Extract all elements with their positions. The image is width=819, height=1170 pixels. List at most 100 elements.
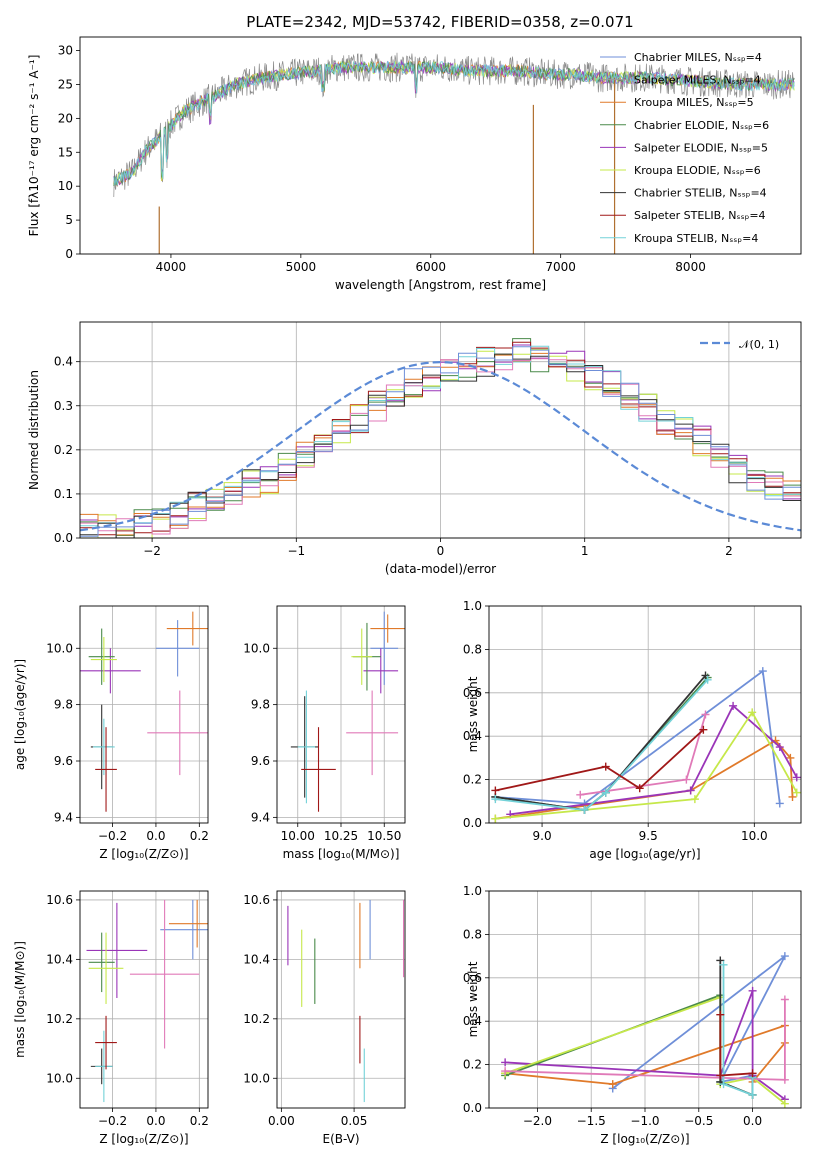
agemw-frame (488, 605, 802, 824)
y-tick-label: 0.8 (463, 927, 482, 941)
y-tick-label: 0 (65, 247, 73, 261)
series-point (775, 743, 784, 752)
series-point (682, 775, 691, 784)
y-tick-label: 10 (58, 179, 73, 193)
series-point (780, 1099, 789, 1108)
ebv-grid (277, 891, 405, 1108)
series-point (780, 995, 789, 1004)
series-point (699, 725, 708, 734)
y-tick-label: 15 (58, 145, 73, 159)
x-axis-label: (data-model)/error (385, 562, 496, 576)
histogram-step (80, 346, 801, 537)
spectrum-series-line (113, 60, 795, 187)
y-tick-label: 0.1 (54, 487, 73, 501)
y-axis-label: Normed distribution (27, 370, 41, 490)
agemw-series (491, 667, 801, 823)
x-tick-label: 9.0 (533, 829, 552, 843)
series-point (748, 1069, 757, 1078)
zmass-points (86, 899, 208, 1103)
series-point (748, 986, 757, 995)
x-tick-label: −2.0 (523, 1114, 552, 1128)
y-tick-label: 0.2 (463, 1058, 482, 1072)
y-tick-label: 0.6 (463, 971, 482, 985)
series-point (686, 786, 695, 795)
series-point (748, 1090, 757, 1099)
x-tick-label: −0.5 (684, 1114, 713, 1128)
y-tick-label: 9.6 (251, 754, 270, 768)
zage-grid (80, 606, 208, 823)
series-point (758, 667, 767, 676)
series-point (701, 710, 710, 719)
massage-grid (277, 606, 405, 823)
y-tick-label: 9.6 (54, 754, 73, 768)
x-axis-label: age [log₁₀(age/yr)] (589, 847, 700, 861)
y-tick-label: 0.6 (463, 686, 482, 700)
x-tick-label: −0.2 (98, 829, 127, 843)
spectrum-lines (113, 52, 795, 254)
y-tick-label: 0.4 (463, 1014, 482, 1028)
y-tick-label: 1.0 (463, 884, 482, 898)
chart-title: PLATE=2342, MJD=53742, FIBERID=0358, z=0… (246, 13, 633, 31)
series-point (748, 708, 757, 717)
y-tick-label: 10.0 (243, 641, 270, 655)
x-tick-label: −1.5 (577, 1114, 606, 1128)
series-line (495, 729, 705, 792)
legend-label: Salpeter STELIB, Nₛₛₚ=4 (634, 209, 766, 222)
series-point (690, 795, 699, 804)
series-point (501, 1067, 510, 1076)
y-axis-label: mass weight (466, 961, 480, 1037)
x-axis-label: wavelength [Angstrom, rest frame] (335, 278, 546, 292)
y-axis-label: mass weight (466, 676, 480, 752)
series-point (501, 1058, 510, 1067)
x-tick-label: −2 (143, 544, 161, 558)
series-point (703, 675, 712, 684)
y-tick-label: 10.6 (243, 893, 270, 907)
legend-label: Chabrier MILES, Nₛₛₚ=4 (634, 51, 762, 64)
x-tick-label: 1 (581, 544, 589, 558)
y-tick-label: 0.8 (463, 642, 482, 656)
x-axis-label: Z [log₁₀(Z/Z⊙)] (99, 1132, 188, 1146)
x-tick-label: −1 (287, 544, 305, 558)
legend-label: Salpeter MILES, Nₛₛₚ=4 (634, 74, 761, 87)
y-axis-label: mass [log₁₀(M/M⊙)] (13, 941, 27, 1058)
x-tick-label: 6000 (415, 260, 446, 274)
y-tick-label: 30 (58, 44, 73, 58)
series-line (495, 679, 709, 811)
zmw-frame (488, 890, 802, 1109)
zmass-frame (79, 890, 209, 1109)
series-point (775, 799, 784, 808)
series-point (719, 1080, 728, 1089)
y-tick-label: 9.8 (251, 698, 270, 712)
series-point (780, 1075, 789, 1084)
series-line (510, 704, 798, 816)
series-point (716, 1010, 725, 1019)
y-tick-label: 10.0 (46, 641, 73, 655)
massage-points (290, 611, 405, 812)
y-tick-label: 10.4 (243, 952, 270, 966)
x-tick-label: 5000 (286, 260, 317, 274)
y-axis-label: Flux [fλ10⁻¹⁷ erg cm⁻² s⁻¹ A⁻¹] (27, 55, 41, 237)
y-tick-label: 0.0 (463, 816, 482, 830)
series-point (788, 792, 797, 801)
series-line (495, 674, 707, 811)
y-tick-label: 0.2 (463, 773, 482, 787)
x-tick-label: 10.25 (324, 829, 358, 843)
series-point (729, 701, 738, 710)
x-tick-label: 7000 (545, 260, 576, 274)
y-tick-label: 0.3 (54, 399, 73, 413)
series-point (716, 1071, 725, 1080)
y-tick-label: 0.4 (54, 355, 73, 369)
series-point (786, 753, 795, 762)
x-tick-label: 8000 (675, 260, 706, 274)
zage-frame (79, 605, 209, 824)
x-tick-label: 0.0 (146, 829, 165, 843)
y-tick-label: 10.4 (46, 952, 73, 966)
ebv-points (287, 899, 405, 1103)
x-tick-label: 0.2 (190, 829, 209, 843)
y-tick-label: 0.4 (463, 729, 482, 743)
series-point (576, 790, 585, 799)
series-point (792, 788, 801, 797)
massage-frame (276, 605, 406, 824)
series-point (635, 784, 644, 793)
series-point (792, 773, 801, 782)
